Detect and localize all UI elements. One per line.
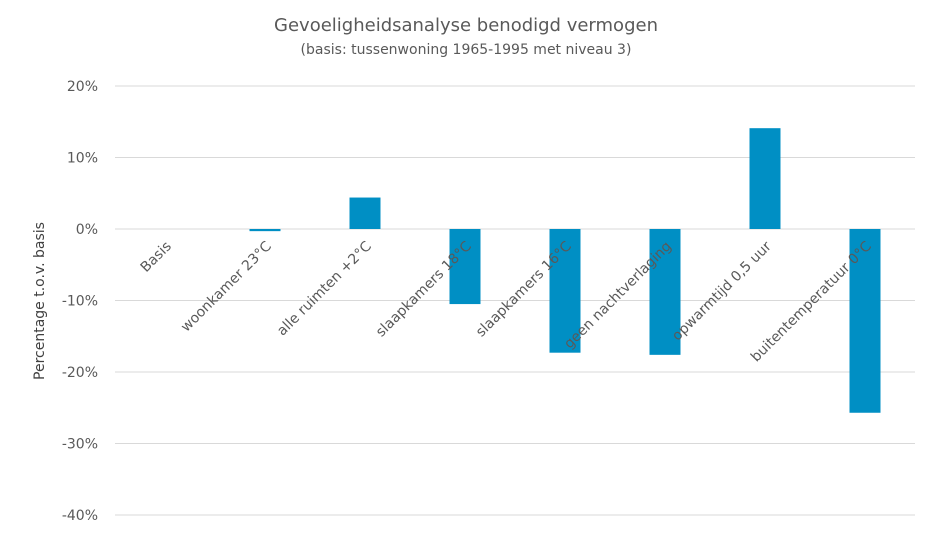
bar — [549, 229, 581, 353]
y-tick-label: -40% — [62, 508, 98, 524]
category-label: Basis — [138, 239, 175, 276]
y-tick-label: -10% — [62, 294, 98, 310]
y-tick-label: -20% — [62, 365, 98, 381]
bar — [349, 197, 381, 229]
y-axis-label: Percentage t.o.v. basis — [32, 222, 48, 380]
category-label: woonkamer 23°C — [178, 238, 275, 335]
bars — [249, 128, 881, 413]
chart-title: Gevoeligheidsanalyse benodigd vermogen — [274, 15, 658, 36]
y-tick-labels: 20% 10% 0% -10% -20% -30% -40% — [62, 79, 98, 524]
chart-subtitle: (basis: tussenwoning 1965-1995 met nivea… — [301, 42, 632, 58]
bar — [849, 229, 881, 413]
bar — [749, 128, 781, 229]
bar — [649, 229, 681, 355]
y-tick-label: 0% — [76, 222, 98, 238]
category-label: alle ruimten +2°C — [274, 238, 375, 339]
category-labels: Basis woonkamer 23°C alle ruimten +2°Cslaa… — [138, 238, 875, 365]
gridlines — [115, 85, 915, 516]
bar — [449, 229, 481, 305]
bar — [249, 229, 281, 232]
y-tick-label: -30% — [62, 437, 98, 453]
category-label: opwarmtijd 0,5 uur — [669, 238, 775, 344]
y-tick-label: 20% — [67, 79, 98, 95]
y-tick-label: 10% — [67, 151, 98, 167]
